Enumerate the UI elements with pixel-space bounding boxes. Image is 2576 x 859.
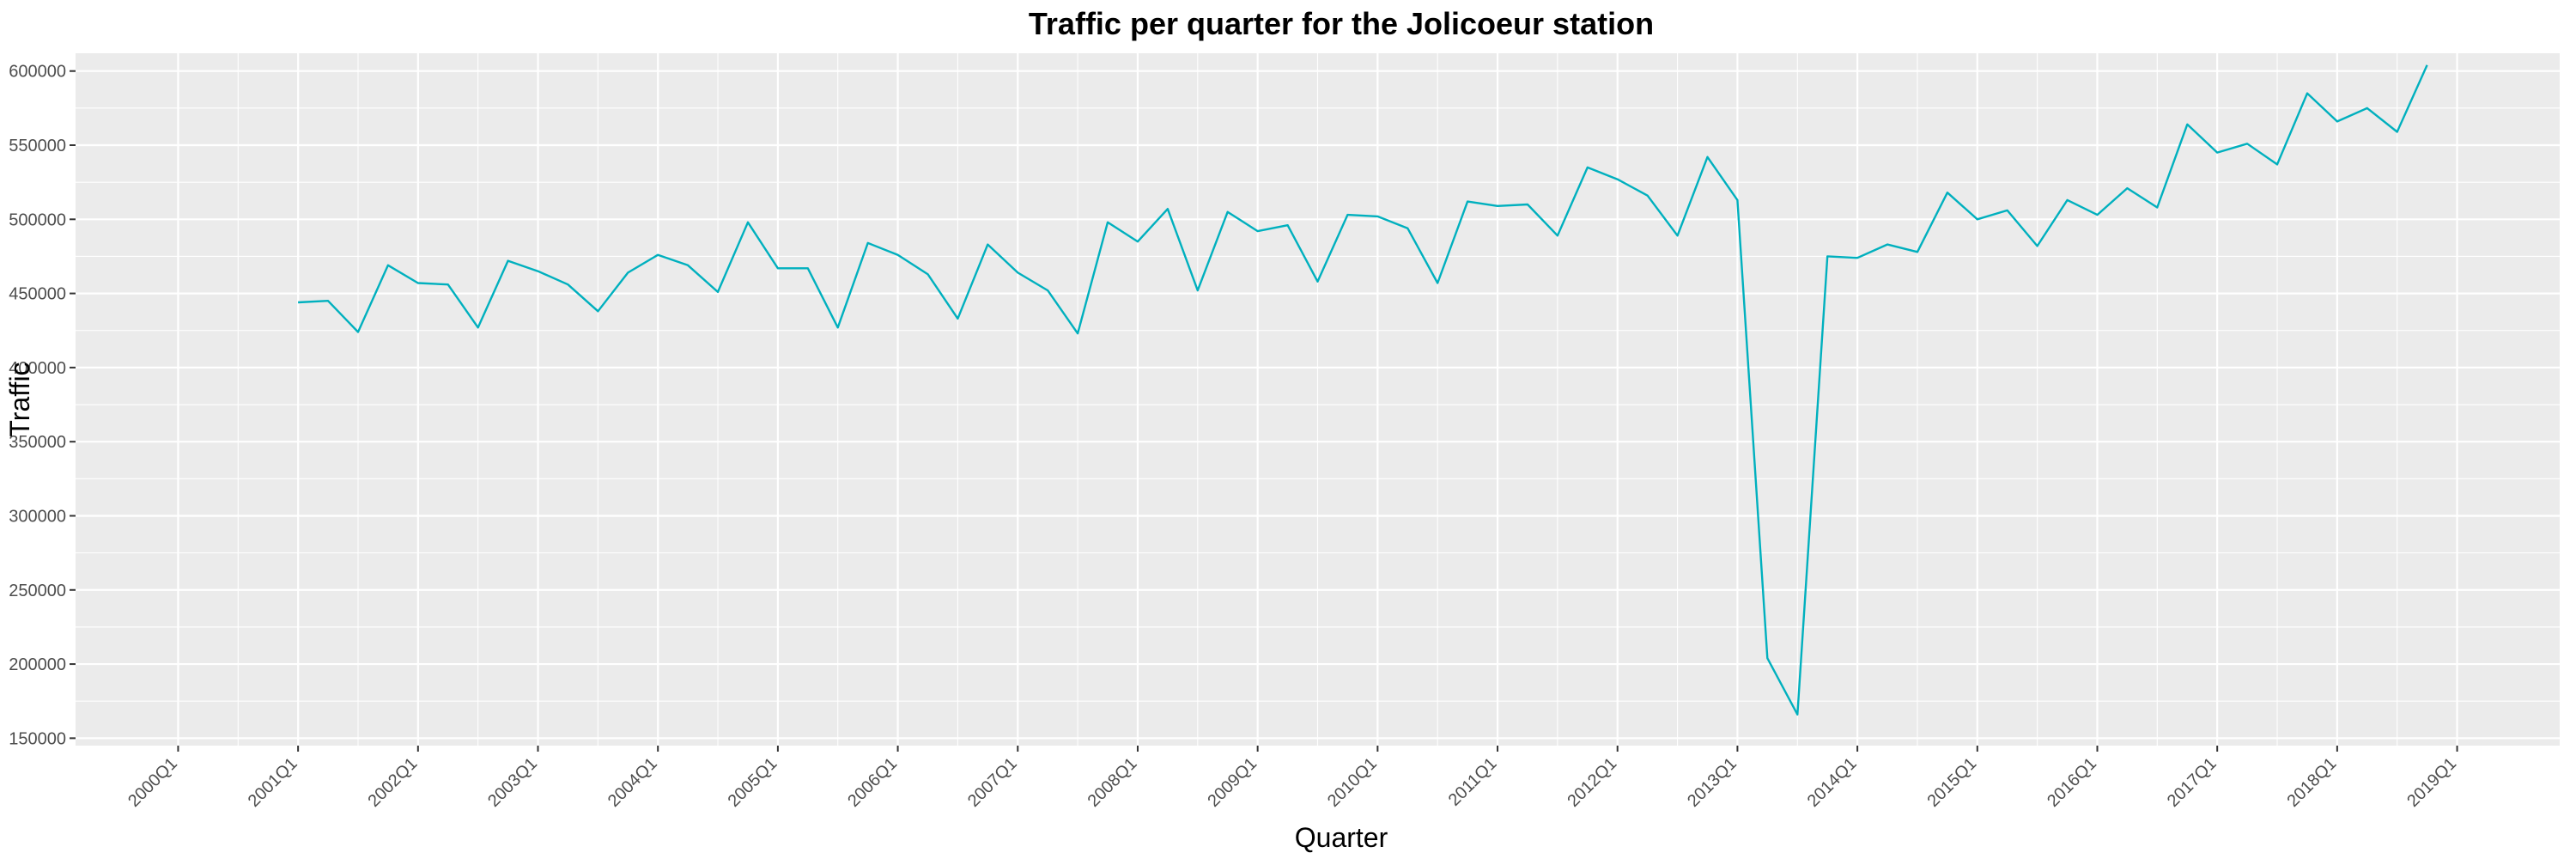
x-tick-label: 2009Q1 [1204, 754, 1261, 811]
x-tick-label: 2013Q1 [1684, 754, 1741, 811]
x-tick-label: 2018Q1 [2284, 754, 2341, 811]
x-tick-label: 2015Q1 [1923, 754, 1980, 811]
x-tick-label: 2003Q1 [484, 754, 541, 811]
y-tick-label: 500000 [9, 210, 66, 229]
y-tick-label: 600000 [9, 63, 66, 82]
y-tick-label: 400000 [9, 359, 66, 378]
x-tick-label: 2004Q1 [605, 754, 661, 811]
x-axis-title: Quarter [1295, 822, 1388, 853]
x-tick-label: 2019Q1 [2403, 754, 2460, 811]
x-tick-label: 2007Q1 [964, 754, 1021, 811]
y-tick-label: 550000 [9, 137, 66, 155]
minor-gridlines-x [237, 53, 2398, 746]
major-gridlines-x [177, 53, 2458, 746]
y-tick-label: 150000 [9, 729, 66, 748]
x-tick-label: 2002Q1 [364, 754, 421, 811]
y-tick-label: 350000 [9, 433, 66, 452]
series-line [298, 64, 2428, 716]
y-axis-title: Traffic [4, 362, 35, 436]
x-tick-label: 2012Q1 [1564, 754, 1620, 811]
y-axis: 150000 200000 250000 300000 350000 400000 4500… [9, 63, 76, 748]
x-tick-label: 2011Q1 [1445, 754, 1501, 810]
x-tick-label: 2010Q1 [1324, 754, 1381, 811]
y-tick-label: 200000 [9, 655, 66, 674]
x-tick-label: 2006Q1 [844, 754, 901, 811]
x-tick-label: 2016Q1 [2044, 754, 2100, 811]
x-tick-label: 2005Q1 [725, 754, 781, 811]
y-tick-label: 450000 [9, 285, 66, 304]
chart-title: Traffic per quarter for the Jolicoeur st… [1029, 6, 1654, 41]
x-tick-label: 2001Q1 [245, 754, 301, 811]
major-gridlines-y [76, 70, 2560, 740]
x-tick-label: 2014Q1 [1804, 754, 1861, 811]
x-axis: 2000Q1 2001Q1 2002Q1 2003Q1 2004Q1 2005Q1 2006… [125, 746, 2460, 811]
x-tick-label: 2008Q1 [1084, 754, 1141, 811]
x-tick-label: 2000Q1 [125, 754, 181, 811]
y-tick-label: 300000 [9, 507, 66, 526]
y-tick-label: 250000 [9, 582, 66, 600]
x-tick-label: 2017Q1 [2164, 754, 2221, 811]
